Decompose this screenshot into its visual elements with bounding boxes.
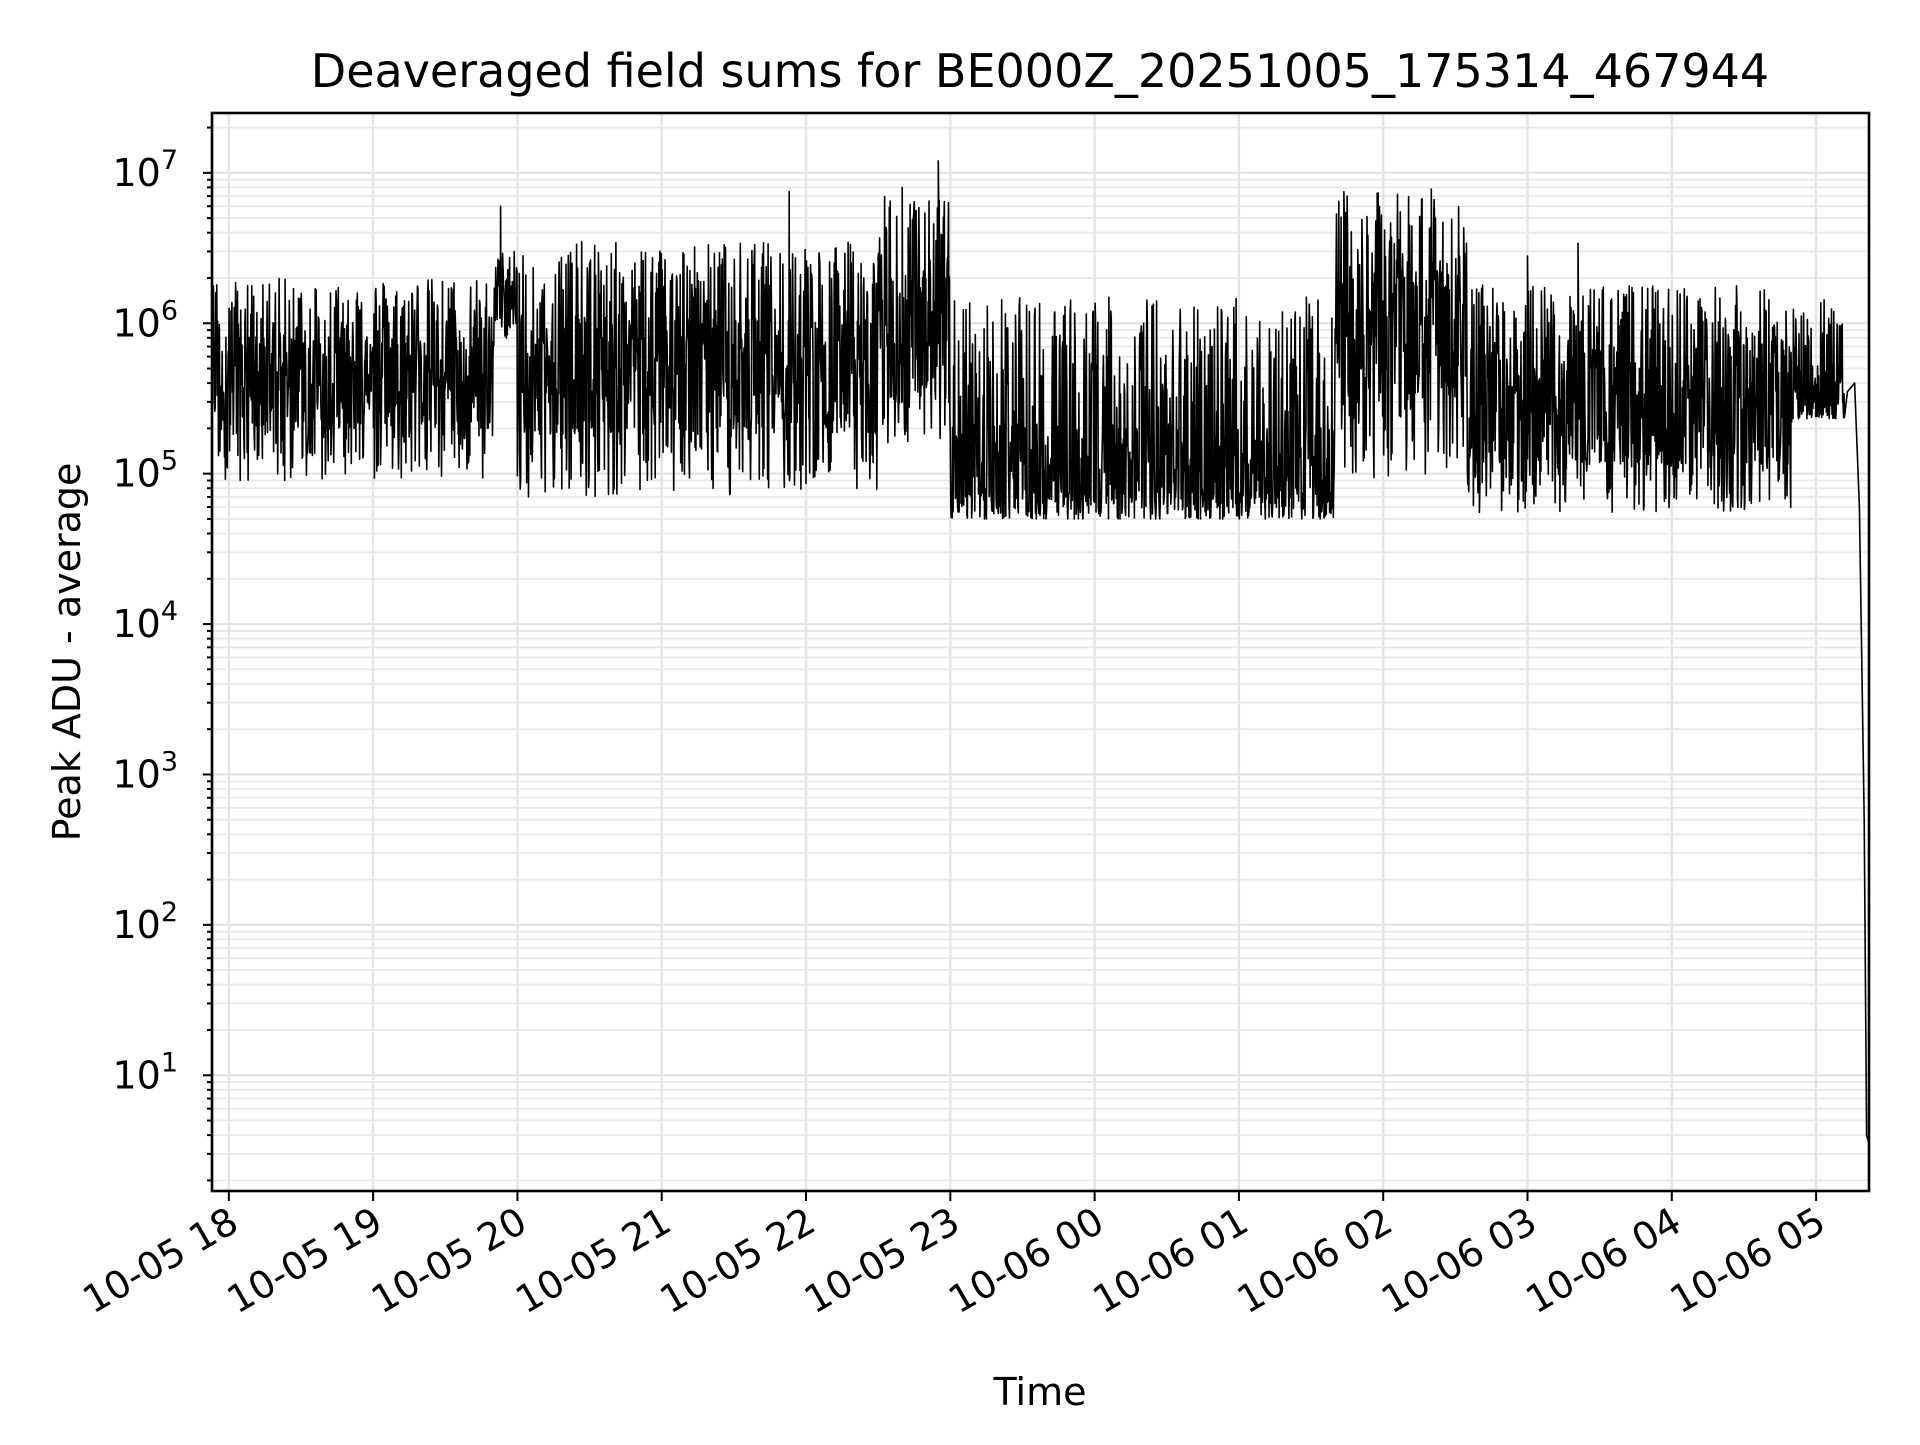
y-tick-label: 105	[112, 446, 178, 496]
x-tick-label: 10-05 23	[797, 1199, 967, 1323]
x-tick-label: 10-06 00	[941, 1199, 1111, 1323]
x-tick-label: 10-05 20	[364, 1199, 534, 1323]
plot-frame	[210, 111, 1871, 1193]
y-tick-label: 103	[112, 746, 178, 796]
y-tick-label: 104	[112, 596, 178, 646]
x-tick-label: 10-05 19	[220, 1199, 390, 1323]
y-axis-label: Peak ADU - average	[45, 463, 89, 842]
x-tick-label: 10-06 05	[1663, 1199, 1833, 1323]
x-tick-label: 10-05 18	[75, 1199, 245, 1323]
x-tick-label: 10-06 03	[1374, 1199, 1544, 1323]
y-tick-label: 101	[112, 1047, 178, 1097]
series-line	[211, 160, 1870, 1145]
y-tick-label: 106	[112, 295, 178, 345]
x-tick-label: 10-05 22	[653, 1199, 823, 1323]
chart-title: Deaveraged field sums for BE000Z_2025100…	[311, 44, 1769, 98]
x-tick-label: 10-05 21	[508, 1199, 678, 1323]
x-tick-label: 10-06 04	[1518, 1199, 1688, 1323]
grid-layer	[212, 113, 1869, 1191]
y-tick-label: 102	[112, 897, 178, 947]
x-tick-label: 10-06 02	[1230, 1199, 1400, 1323]
y-tick-label: 107	[112, 145, 178, 195]
x-tick-label: 10-06 01	[1085, 1199, 1255, 1323]
x-axis-label: Time	[993, 1370, 1087, 1414]
